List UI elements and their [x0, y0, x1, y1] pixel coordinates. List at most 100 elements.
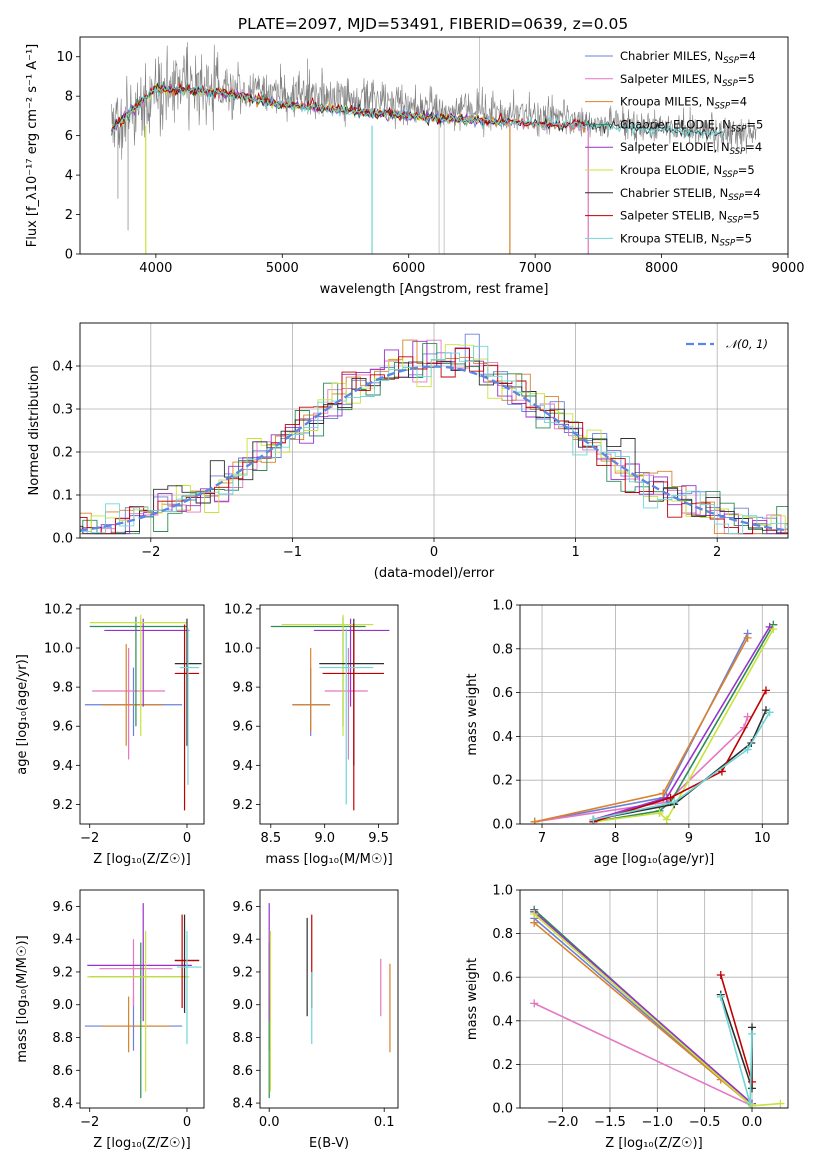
legend-label: Chabrier MILES, NSSP=4	[620, 49, 756, 66]
mass-weight-line	[720, 994, 753, 1089]
x-tick-label: 4000	[139, 261, 172, 276]
y-tick-label: 0.6	[492, 686, 513, 701]
y-tick-label: 9.6	[232, 720, 253, 735]
x-tick-label: 2	[713, 545, 721, 560]
mass-weight-line	[534, 633, 749, 823]
y-tick-label: 1.0	[492, 599, 513, 614]
x-tick-label: −1.0	[642, 1115, 674, 1130]
y-tick-label: 0.6	[492, 971, 513, 986]
mass-weight-marker	[530, 918, 539, 927]
x-axis-label: Z [log₁₀(Z/Z☉)]	[605, 1136, 702, 1151]
legend-label: Kroupa ELODIE, NSSP=5	[620, 163, 755, 180]
mass-weight-line	[534, 637, 749, 823]
y-tick-label: 9.2	[52, 798, 73, 813]
x-tick-label: 8.5	[260, 831, 281, 846]
x-tick-label: 0.0	[259, 1115, 280, 1130]
x-tick-label: 8000	[645, 261, 678, 276]
residuals-panel: −2 −1 0 1 2 0.0 0.1 0.2 0.3 0.4 (data-model)/error…	[27, 322, 789, 581]
y-tick-label: 0	[65, 248, 73, 263]
legend-label: 𝒩(0, 1)	[726, 337, 768, 351]
age-vs-Z-panel: −2 0 9.2 9.4 9.6 9.8 10.0 10.2 Z [log₁₀(Z/Z☉)] ag…	[15, 602, 205, 867]
x-tick-label: 7000	[519, 261, 552, 276]
age-vs-mass-panel: 8.5 9.0 9.5 9.2 9.4 9.6 9.8 10.0 10.2 mass [log₁₀…	[224, 602, 399, 867]
axes-frame	[79, 322, 789, 539]
x-tick-label: −2	[141, 545, 160, 560]
y-tick-label: 4	[65, 169, 73, 184]
x-tick-label: 10	[754, 831, 771, 846]
plot-area	[84, 903, 202, 1099]
plot-area	[270, 614, 390, 811]
x-tick-label: 8	[611, 831, 619, 846]
y-tick-label: 0.8	[492, 927, 513, 942]
residual-histogram	[80, 360, 788, 535]
mass-weight-marker	[743, 712, 752, 721]
x-axis-label: Z [log₁₀(Z/Z☉)]	[93, 852, 190, 867]
mass-weight-marker	[716, 992, 725, 1001]
x-tick-label: −1	[283, 545, 302, 560]
axes-frame	[79, 889, 205, 1109]
y-tick-label: 0.0	[492, 818, 513, 833]
mass-weight-line	[593, 624, 774, 823]
axes-frame	[519, 889, 789, 1109]
axes-frame	[519, 604, 789, 825]
mass-weight-line	[533, 1002, 753, 1107]
mass-weight-marker	[746, 1099, 755, 1108]
y-tick-label: 2	[65, 208, 73, 223]
y-tick-label: 9.4	[232, 759, 253, 774]
x-tick-label: 9000	[771, 261, 804, 276]
legend-label: Kroupa MILES, NSSP=4	[620, 95, 747, 112]
mass-weight-marker	[666, 793, 675, 802]
mass-weight-marker	[655, 809, 664, 818]
y-tick-label: 9.6	[52, 720, 73, 735]
y-tick-label: 8.6	[52, 1064, 73, 1079]
mass-weight-marker	[761, 686, 770, 695]
y-tick-label: 9.6	[232, 900, 253, 915]
y-tick-label: 0.4	[52, 360, 73, 375]
y-axis-label: age [log₁₀(age/yr)]	[15, 654, 30, 775]
y-tick-label: 0.8	[492, 642, 513, 657]
x-tick-label: 7	[538, 831, 546, 846]
x-tick-label: 0	[430, 545, 438, 560]
y-tick-label: 10.2	[44, 602, 73, 617]
spectrum-panel: 4000 5000 6000 7000 8000 9000 0 2 4 6 8 10 wavelengt…	[25, 36, 805, 297]
y-tick-label: 10.2	[224, 602, 253, 617]
mass-weight-marker	[662, 815, 671, 824]
plot-area	[530, 905, 785, 1108]
mass-weight-marker	[659, 789, 668, 798]
mass-vs-EBV-panel: 0.0 0.1 8.4 8.6 8.8 9.0 9.2 9.4 9.6 E(B-V)	[232, 889, 399, 1151]
x-tick-label: 0	[183, 1115, 191, 1130]
residual-histogram	[80, 344, 788, 535]
mass-weight-marker	[589, 815, 598, 824]
x-tick-label: 0.0	[742, 1115, 763, 1130]
legend: Chabrier MILES, NSSP=4 Salpeter MILES, NS…	[585, 49, 763, 248]
mass-weight-marker	[769, 625, 778, 634]
x-axis-label: E(B-V)	[309, 1136, 349, 1151]
y-tick-label: 0.3	[52, 403, 73, 418]
y-tick-label: 0.1	[52, 489, 73, 504]
x-tick-label: −0.5	[689, 1115, 721, 1130]
x-tick-label: 9	[685, 831, 693, 846]
x-tick-label: 1	[571, 545, 579, 560]
y-tick-label: 0.2	[52, 446, 73, 461]
y-tick-label: 8	[65, 90, 73, 105]
x-tick-label: 6000	[392, 261, 425, 276]
legend-label: Chabrier STELIB, NSSP=4	[620, 186, 761, 203]
y-axis-label: Flux [f_λ10⁻¹⁷ erg cm⁻² s⁻¹ A⁻¹]	[25, 44, 40, 248]
observed-spectrum-line	[111, 42, 757, 160]
y-tick-label: 10.0	[44, 642, 73, 657]
mass-weight-vs-Z-panel: −2.0 −1.5 −1.0 −0.5 0.0 0.0 0.2 0.4 0.6 0.8 1.0 Z […	[465, 884, 789, 1151]
residual-histogram	[80, 345, 788, 535]
plot-area	[111, 37, 757, 254]
x-tick-label: −2.0	[547, 1115, 579, 1130]
mass-weight-marker	[670, 798, 679, 807]
x-axis-label: wavelength [Angstrom, rest frame]	[320, 282, 549, 297]
y-tick-label: 0.4	[492, 1014, 513, 1029]
axes-frame	[79, 604, 205, 825]
page-title: PLATE=2097, MJD=53491, FIBERID=0639, z=0…	[238, 15, 628, 33]
y-tick-label: 9.4	[52, 759, 73, 774]
mass-weight-line	[720, 996, 753, 1104]
mass-weight-marker	[765, 708, 774, 717]
y-tick-label: 9.8	[232, 681, 253, 696]
mass-weight-line	[593, 626, 771, 821]
y-tick-label: 9.0	[52, 998, 73, 1013]
